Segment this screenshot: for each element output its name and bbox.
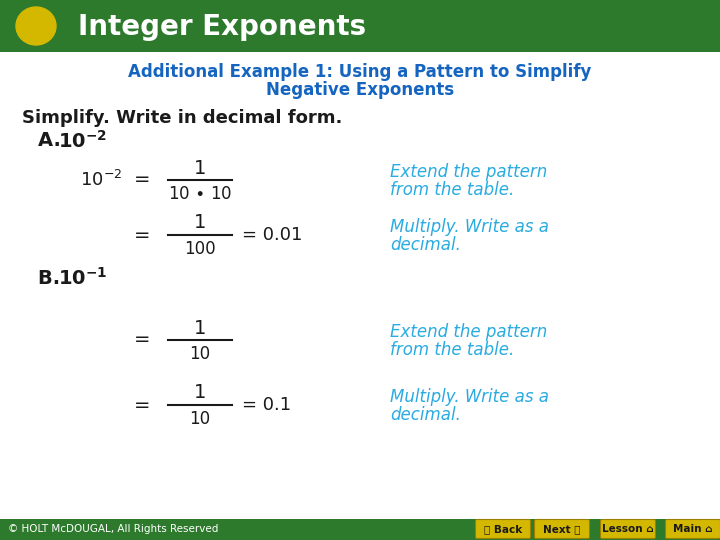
Text: $\mathbf{10^{-2}}$: $\mathbf{10^{-2}}$ xyxy=(58,130,107,152)
Text: Main ⌂: Main ⌂ xyxy=(673,524,713,534)
Ellipse shape xyxy=(16,7,56,45)
Text: Extend the pattern: Extend the pattern xyxy=(390,323,547,341)
Text: decimal.: decimal. xyxy=(390,236,461,254)
Text: 〈 Back: 〈 Back xyxy=(484,524,522,534)
Text: =: = xyxy=(134,330,150,349)
Text: 10: 10 xyxy=(189,410,210,428)
Text: Integer Exponents: Integer Exponents xyxy=(78,13,366,41)
Text: $\mathbf{10^{-1}}$: $\mathbf{10^{-1}}$ xyxy=(58,267,107,289)
Text: Next 〉: Next 〉 xyxy=(544,524,581,534)
FancyBboxPatch shape xyxy=(600,519,655,538)
Text: $10^{-2}$: $10^{-2}$ xyxy=(80,170,122,190)
FancyBboxPatch shape xyxy=(475,519,531,538)
Text: 1: 1 xyxy=(194,159,206,178)
Text: B.: B. xyxy=(38,268,67,287)
FancyBboxPatch shape xyxy=(534,519,590,538)
Text: = 0.01: = 0.01 xyxy=(242,226,302,244)
Text: 10: 10 xyxy=(189,345,210,363)
Text: Extend the pattern: Extend the pattern xyxy=(390,163,547,181)
Text: Multiply. Write as a: Multiply. Write as a xyxy=(390,218,549,236)
Text: © HOLT McDOUGAL, All Rights Reserved: © HOLT McDOUGAL, All Rights Reserved xyxy=(8,524,218,534)
Text: =: = xyxy=(134,226,150,245)
Text: 1: 1 xyxy=(194,383,206,402)
Text: Multiply. Write as a: Multiply. Write as a xyxy=(390,388,549,406)
Text: from the table.: from the table. xyxy=(390,341,514,359)
Text: =: = xyxy=(134,395,150,415)
Text: 100: 100 xyxy=(184,240,216,258)
Text: Additional Example 1: Using a Pattern to Simplify: Additional Example 1: Using a Pattern to… xyxy=(128,63,592,81)
FancyBboxPatch shape xyxy=(665,519,720,538)
Text: 10 $\bullet$ 10: 10 $\bullet$ 10 xyxy=(168,185,232,203)
Text: Simplify. Write in decimal form.: Simplify. Write in decimal form. xyxy=(22,109,343,127)
FancyBboxPatch shape xyxy=(0,0,720,52)
Text: =: = xyxy=(134,171,150,190)
Text: 1: 1 xyxy=(194,319,206,338)
Text: decimal.: decimal. xyxy=(390,406,461,424)
Text: Negative Exponents: Negative Exponents xyxy=(266,81,454,99)
Text: = 0.1: = 0.1 xyxy=(242,396,291,414)
Text: 1: 1 xyxy=(194,213,206,233)
Text: Lesson ⌂: Lesson ⌂ xyxy=(602,524,654,534)
Text: from the table.: from the table. xyxy=(390,181,514,199)
FancyBboxPatch shape xyxy=(0,519,720,540)
Text: A.: A. xyxy=(38,132,68,151)
